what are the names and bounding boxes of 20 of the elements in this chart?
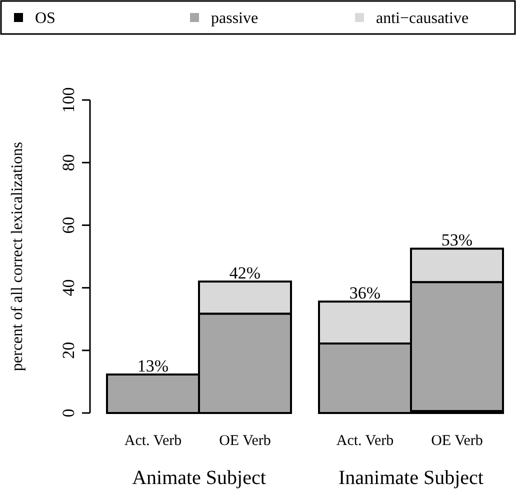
legend-label: OS	[35, 10, 56, 27]
y-tick-label: 40	[59, 279, 78, 296]
y-tick-label: 20	[59, 342, 78, 359]
x-tick-label: OE Verb	[431, 433, 483, 449]
y-tick-label: 100	[59, 87, 78, 113]
y-axis-title: percent of all correct lexicalizations	[9, 142, 26, 372]
total-label: 53%	[441, 230, 473, 250]
x-tick-label: Act. Verb	[124, 433, 182, 449]
legend-label: anti−causative	[376, 10, 469, 27]
total-label: 42%	[229, 264, 261, 283]
y-tick-label: 80	[59, 154, 78, 172]
text: Animate Subject	[132, 467, 266, 489]
y-tick-label: 60	[59, 216, 78, 234]
y-tick-label: 0	[59, 408, 78, 418]
text: Inanimate Subject	[338, 467, 484, 489]
x-tick-label: OE Verb	[219, 433, 271, 449]
x-tick-label: Act. Verb	[336, 433, 394, 449]
total-label: 13%	[137, 356, 169, 376]
total-label: 36%	[349, 284, 381, 303]
legend-label: passive	[211, 10, 258, 27]
